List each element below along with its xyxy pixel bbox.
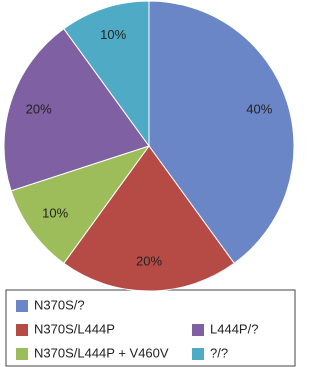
slice-label: 10% xyxy=(42,206,68,221)
legend-swatch xyxy=(192,324,204,336)
legend-label: N370S/L444P xyxy=(34,321,115,336)
pie-slice xyxy=(10,145,151,265)
legend-swatch xyxy=(192,348,204,360)
pie-slice xyxy=(148,0,295,265)
legend-swatch xyxy=(16,300,28,312)
pie-slice xyxy=(63,145,235,292)
legend-label: N370S/? xyxy=(34,297,85,312)
legend-swatch xyxy=(16,324,28,336)
legend-box xyxy=(5,289,296,367)
slice-label: 20% xyxy=(136,253,162,268)
legend-label: N370S/L444P + V460V xyxy=(34,345,169,360)
slice-label: 20% xyxy=(26,102,52,117)
pie-slice xyxy=(63,0,150,148)
legend-label: ?/? xyxy=(210,345,228,360)
legend-label: L444P/? xyxy=(210,321,258,336)
slice-label: 40% xyxy=(246,102,272,117)
pie-slice xyxy=(3,27,150,192)
slice-label: 10% xyxy=(100,27,126,42)
chart: 40% 20% 10% 20% 10% N370S/? N370S/L444P N370S/L… xyxy=(3,0,296,367)
legend-swatch xyxy=(16,348,28,360)
